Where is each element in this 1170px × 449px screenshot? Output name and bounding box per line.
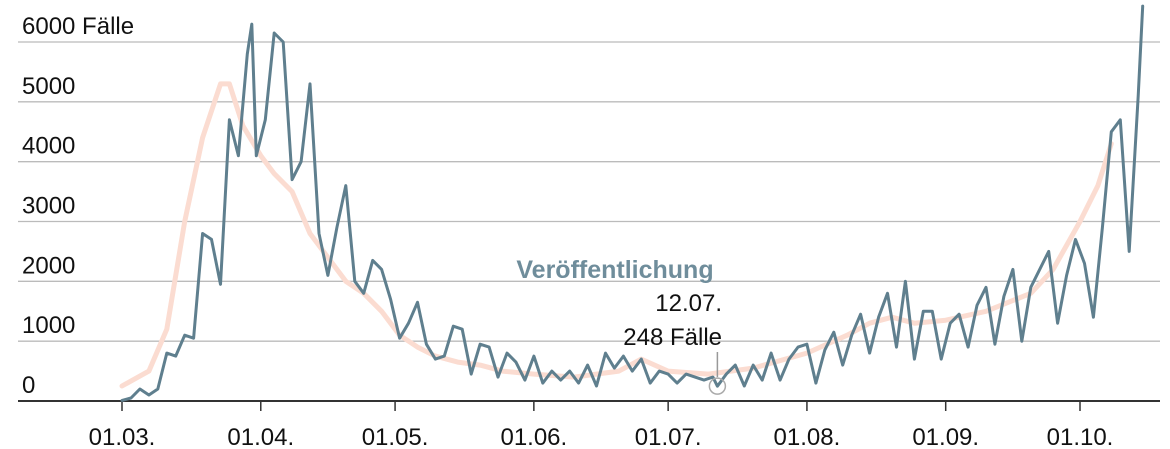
x-tick-label: 01.04. (227, 424, 294, 449)
x-tick-label: 01.10. (1047, 424, 1114, 449)
annotation-date: 12.07. (655, 290, 722, 317)
y-tick-label: 1000 (22, 312, 75, 339)
plot (119, 4, 1145, 402)
series-line (119, 81, 1114, 389)
x-tick-label: 01.03. (89, 424, 156, 449)
y-tick-label: 2000 (22, 252, 75, 279)
annotation-title: Veröffentlichung (516, 256, 713, 284)
x-tick-label: 01.06. (500, 424, 567, 449)
series-line (120, 4, 1145, 402)
y-tick-label: 6000 Fälle (22, 13, 134, 40)
x-tick-label: 01.09. (912, 424, 979, 449)
annotation-label: 248 Fälle (623, 324, 722, 351)
y-tick-label: 5000 (22, 73, 75, 100)
y-tick-label: 3000 (22, 193, 75, 220)
x-tick-label: 01.05. (362, 424, 429, 449)
y-tick-label: 4000 (22, 133, 75, 160)
annotation-marker (708, 377, 727, 395)
x-tick-label: 01.07. (635, 424, 702, 449)
x-tick-label: 01.08. (774, 424, 841, 449)
y-tick-label: 0 (22, 372, 35, 399)
